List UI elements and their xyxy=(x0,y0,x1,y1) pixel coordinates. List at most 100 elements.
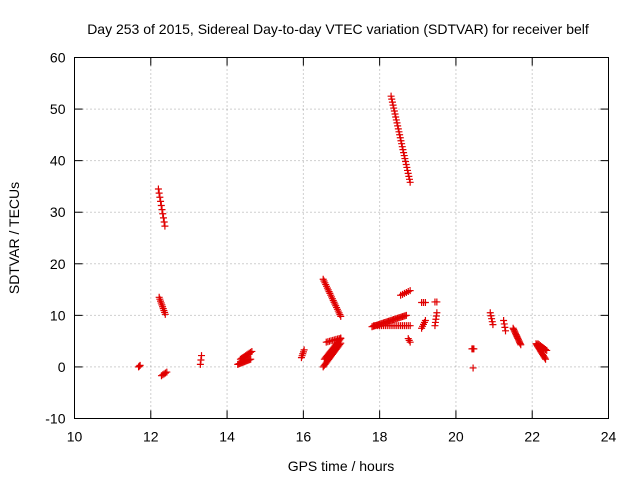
data-point xyxy=(392,113,400,121)
y-tick-label: 10 xyxy=(50,307,66,323)
data-point xyxy=(161,369,169,377)
x-tick-label: 20 xyxy=(448,429,464,445)
data-point xyxy=(502,327,510,335)
data-point xyxy=(300,346,308,354)
data-point xyxy=(163,368,171,376)
data-point xyxy=(159,214,167,222)
y-tick-label: 40 xyxy=(50,153,66,169)
data-point xyxy=(392,116,400,124)
data-point xyxy=(394,122,402,130)
data-point xyxy=(402,158,410,166)
data-point xyxy=(135,362,143,370)
y-tick-label: 30 xyxy=(50,204,66,220)
data-point xyxy=(198,352,206,360)
data-point xyxy=(393,119,401,127)
data-point xyxy=(155,189,163,197)
data-point xyxy=(541,345,549,353)
data-point xyxy=(135,363,143,371)
data-point xyxy=(406,322,414,330)
data-point xyxy=(399,146,407,154)
data-point xyxy=(404,166,412,174)
y-tick-label: -10 xyxy=(45,411,65,427)
grid xyxy=(74,57,609,419)
y-tick-label: 20 xyxy=(50,256,66,272)
data-point xyxy=(161,222,169,230)
data-point xyxy=(397,137,405,145)
y-tick-label: 50 xyxy=(50,101,66,117)
data-point xyxy=(156,193,164,201)
data-point xyxy=(337,334,345,342)
data-point xyxy=(488,318,496,326)
data-point xyxy=(390,104,398,112)
data-point xyxy=(543,346,551,354)
data-point xyxy=(500,317,508,325)
x-tick-label: 24 xyxy=(601,429,617,445)
data-point xyxy=(388,95,396,103)
data-point xyxy=(406,178,414,186)
data-point xyxy=(387,92,395,100)
y-tick-label: 60 xyxy=(50,50,66,66)
data-point xyxy=(394,125,402,133)
data-point xyxy=(501,323,509,331)
data-point xyxy=(396,131,404,139)
plot-frame xyxy=(74,57,609,419)
x-tick-label: 16 xyxy=(296,429,312,445)
data-point xyxy=(337,312,345,320)
y-tick-label: 0 xyxy=(58,359,66,375)
data-point xyxy=(248,347,256,355)
data-point xyxy=(470,345,478,353)
data-point xyxy=(247,348,255,356)
data-point xyxy=(542,355,550,363)
data-point xyxy=(395,128,403,136)
data-point xyxy=(157,197,165,205)
data-point xyxy=(421,317,429,325)
data-point xyxy=(402,160,410,168)
data-point xyxy=(136,361,144,369)
data-point xyxy=(154,185,162,193)
data-point xyxy=(500,320,508,328)
data-point xyxy=(160,218,168,226)
x-tick-label: 10 xyxy=(67,429,83,445)
data-point xyxy=(391,110,399,118)
data-point xyxy=(161,310,169,318)
data-points xyxy=(135,92,551,380)
data-point xyxy=(433,309,441,317)
data-point xyxy=(406,287,414,295)
data-point xyxy=(402,311,410,319)
y-axis-label: SDTVAR / TECUs xyxy=(6,182,22,294)
data-point xyxy=(541,354,549,362)
data-point xyxy=(517,341,525,349)
data-point xyxy=(403,163,411,171)
x-tick-label: 22 xyxy=(524,429,540,445)
data-point xyxy=(388,98,396,106)
x-tick-label: 12 xyxy=(143,429,159,445)
data-point xyxy=(158,206,166,214)
x-axis-label: GPS time / hours xyxy=(288,458,395,474)
data-point xyxy=(396,134,404,142)
data-point xyxy=(487,312,495,320)
data-point xyxy=(406,175,413,183)
data-point xyxy=(488,315,496,323)
data-point xyxy=(405,172,413,180)
data-point xyxy=(401,155,409,163)
data-point xyxy=(404,169,412,177)
data-point xyxy=(400,149,408,157)
data-point xyxy=(247,355,255,363)
data-point xyxy=(398,140,406,148)
data-point xyxy=(398,143,406,151)
data-point xyxy=(390,107,398,115)
axis-ticks: 10 12 14 16 18 20 22 24 -10 0 10 20 30 40 50 60 xyxy=(45,50,616,445)
x-tick-label: 14 xyxy=(219,429,235,445)
data-point xyxy=(469,364,477,372)
data-point xyxy=(489,321,497,329)
data-point xyxy=(405,336,413,344)
data-point xyxy=(159,210,167,218)
x-tick-label: 18 xyxy=(372,429,388,445)
data-point xyxy=(400,152,408,160)
data-point xyxy=(486,309,494,317)
data-point xyxy=(433,298,441,306)
chart-title: Day 253 of 2015, Sidereal Day-to-day VTE… xyxy=(87,21,589,37)
data-point xyxy=(389,101,397,109)
data-point xyxy=(157,202,165,210)
